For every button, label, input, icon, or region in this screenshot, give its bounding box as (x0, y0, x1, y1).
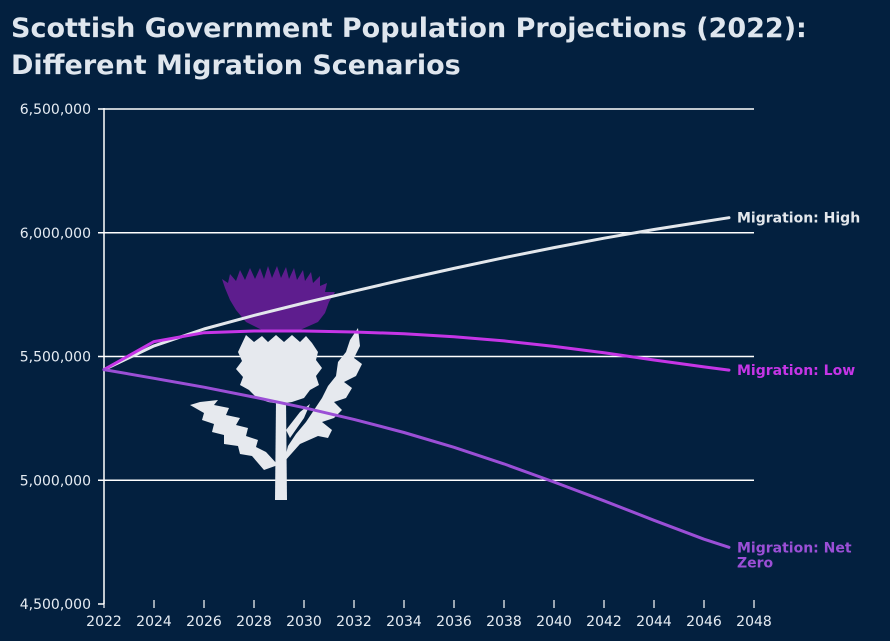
x-tick-label: 2036 (436, 614, 472, 630)
series-line (102, 329, 731, 372)
y-tick-label: 6,000,000 (20, 226, 91, 242)
series-label: Migration: Low (737, 363, 855, 379)
x-tick-label: 2028 (236, 614, 272, 630)
series-lines (102, 216, 731, 549)
x-tick-label: 2026 (186, 614, 222, 630)
y-axis-ticks: 4,500,000 5,000,000 5,500,000 6,000,000 6,50… (20, 102, 91, 613)
x-tick-label: 2038 (486, 614, 522, 630)
x-axis-ticks: 2022 2024 2026 2028 2030 2032 2034 2036 2038 2040… (86, 600, 772, 630)
x-tick-label: 2022 (86, 614, 122, 630)
series-labels: Migration: High Migration: Low Migration: … (737, 211, 860, 572)
y-tick-label: 6,500,000 (20, 102, 91, 118)
x-tick-label: 2030 (286, 614, 322, 630)
y-tick-label: 5,500,000 (20, 350, 91, 366)
thistle-icon (190, 266, 362, 500)
grid-lines (98, 108, 754, 605)
x-tick-label: 2044 (636, 614, 672, 630)
series-label: Migration: High (737, 211, 860, 227)
x-tick-label: 2048 (736, 614, 772, 630)
x-tick-label: 2034 (386, 614, 422, 630)
x-tick-label: 2032 (336, 614, 372, 630)
x-tick-label: 2040 (536, 614, 572, 630)
series-line (102, 216, 731, 372)
series-line (102, 368, 731, 549)
chart-title: Scottish Government Population Projectio… (11, 13, 807, 81)
x-tick-label: 2046 (686, 614, 722, 630)
x-tick-label: 2024 (136, 614, 172, 630)
y-tick-label: 5,000,000 (20, 473, 91, 489)
x-tick-label: 2042 (586, 614, 622, 630)
series-label: Migration: Net Zero (737, 540, 852, 571)
y-tick-label: 4,500,000 (20, 597, 91, 613)
